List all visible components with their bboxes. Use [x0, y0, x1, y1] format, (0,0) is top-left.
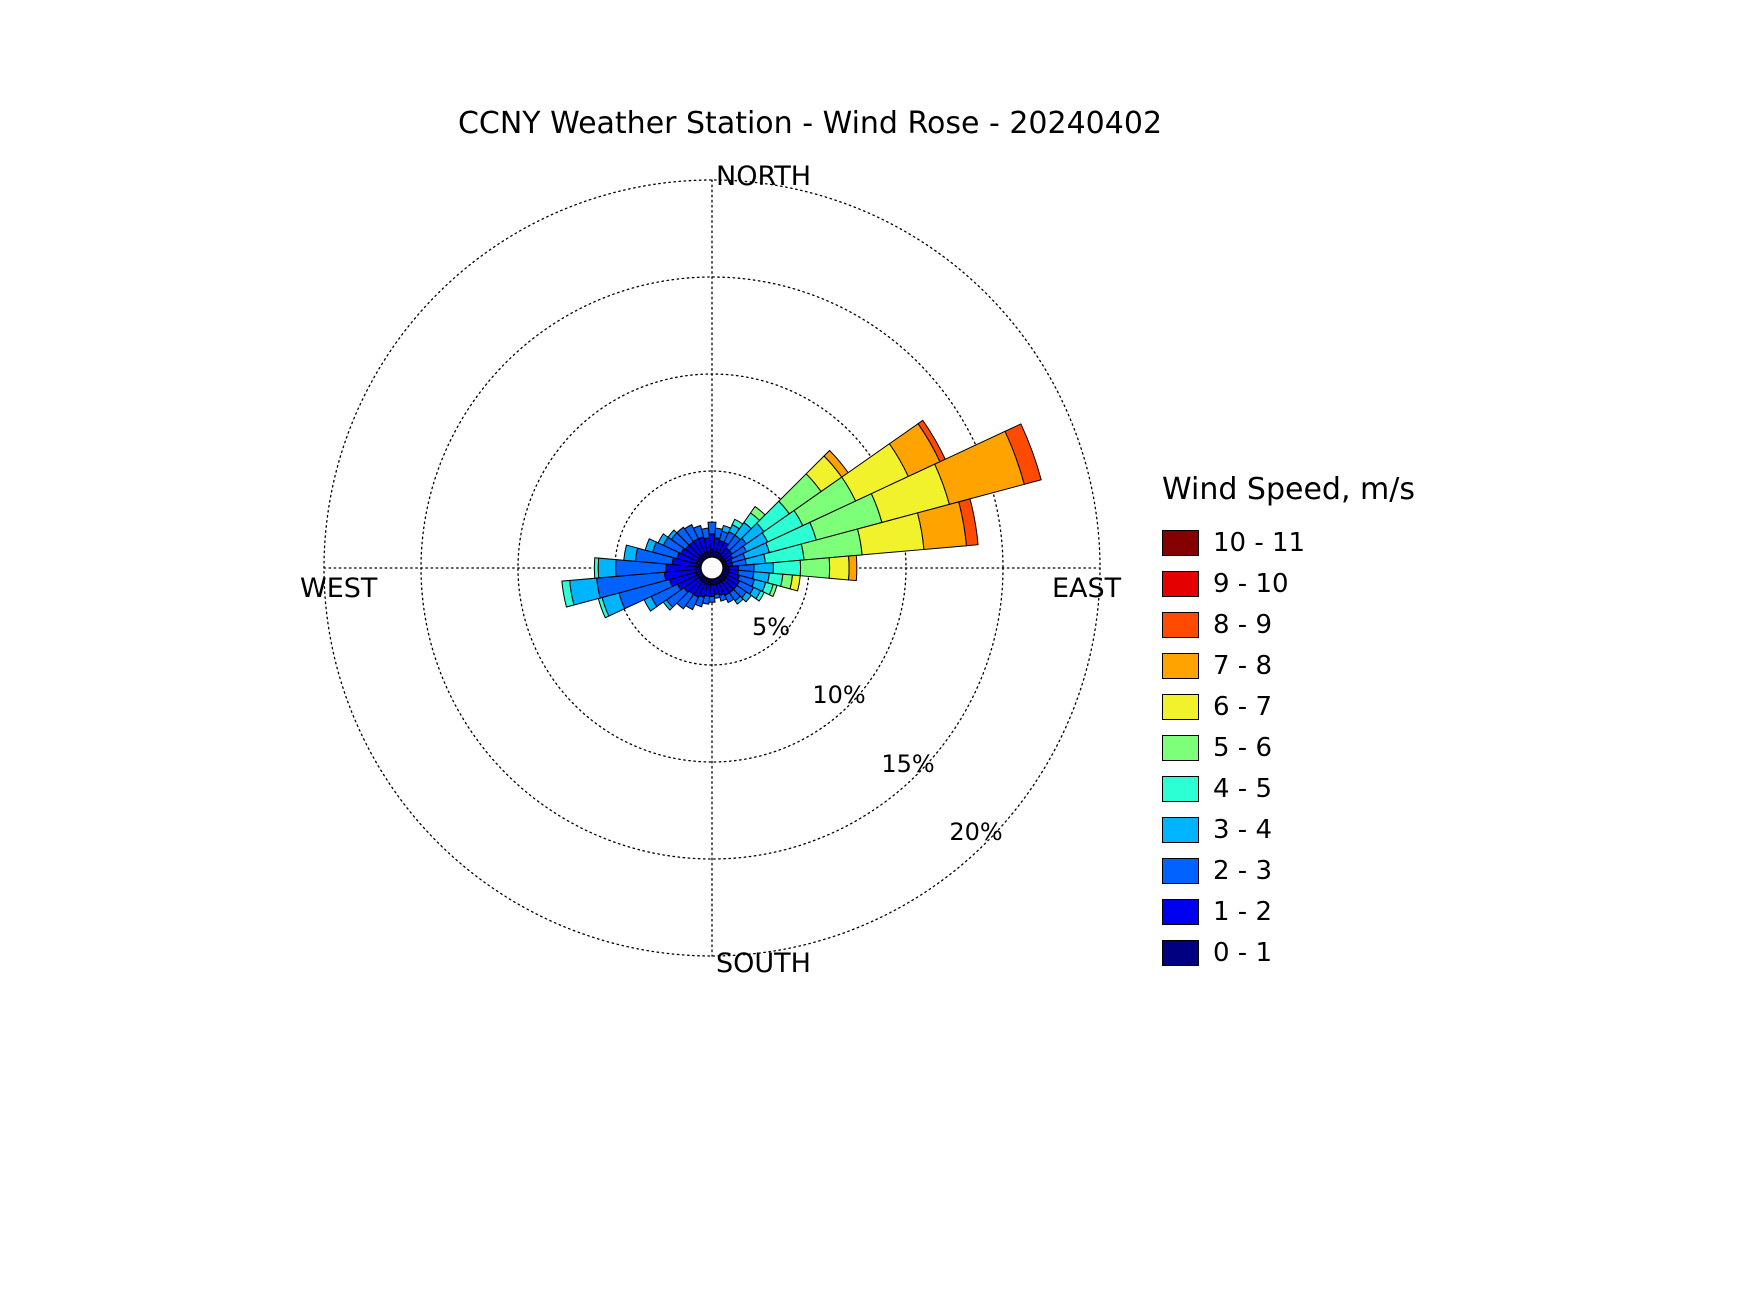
- windrose-petal-segment: [593, 557, 600, 579]
- legend-row: 4 - 5: [1162, 773, 1482, 804]
- legend-row: 0 - 1: [1162, 937, 1482, 968]
- legend-swatch: [1162, 529, 1199, 556]
- legend-row: 2 - 3: [1162, 855, 1482, 886]
- cardinal-label-north: NORTH: [716, 161, 811, 192]
- legend-row: 9 - 10: [1162, 568, 1482, 599]
- legend-swatch: [1162, 693, 1199, 720]
- legend-rows: 10 - 11 9 - 10 8 - 9 7 - 8 6 - 7 5 - 6 4 - 5 3 …: [1162, 527, 1482, 968]
- windrose-petal-segment: [741, 591, 752, 603]
- legend-title: Wind Speed, m/s: [1162, 472, 1416, 507]
- windrose-petal-segment: [755, 590, 765, 602]
- windrose-petal-segment: [958, 498, 979, 547]
- windrose-petal-segment: [692, 524, 705, 540]
- legend-label: 0 - 1: [1213, 937, 1272, 968]
- legend-label: 1 - 2: [1213, 896, 1272, 927]
- windrose-petal-segment: [644, 538, 657, 553]
- windrose-petal-segment: [848, 554, 858, 582]
- legend-row: 6 - 7: [1162, 691, 1482, 722]
- windrose-petal-segment: [701, 527, 710, 540]
- windrose-petal-segment: [707, 521, 717, 535]
- legend-label: 2 - 3: [1213, 855, 1272, 886]
- legend-row: 3 - 4: [1162, 814, 1482, 845]
- ring-label-15pct: 15%: [881, 750, 934, 778]
- legend-label: 3 - 4: [1213, 814, 1272, 845]
- windrose-petals: [561, 419, 1042, 619]
- legend-row: 5 - 6: [1162, 732, 1482, 763]
- legend-swatch: [1162, 570, 1199, 597]
- windrose-petal-segment: [734, 595, 744, 605]
- chart-title: CCNY Weather Station - Wind Rose - 20240…: [457, 106, 1163, 141]
- legend-label: 9 - 10: [1213, 568, 1289, 599]
- legend-row: 1 - 2: [1162, 896, 1482, 927]
- ring-label-20pct: 20%: [949, 818, 1002, 846]
- legend-swatch: [1162, 816, 1199, 843]
- windrose-petal-segment: [561, 579, 575, 608]
- windrose-petal-segment: [667, 529, 678, 541]
- legend-swatch: [1162, 857, 1199, 884]
- windrose-petal-segment: [683, 523, 699, 543]
- windrose-petal-segment: [569, 577, 601, 606]
- cardinal-label-west: WEST: [300, 573, 378, 604]
- wind-speed-legend: Wind Speed, m/s 10 - 11 9 - 10 8 - 9 7 - 8 6…: [1162, 472, 1482, 980]
- legend-label: 8 - 9: [1213, 609, 1272, 640]
- ring-label-10pct: 10%: [812, 681, 865, 709]
- windrose-petal-segment: [799, 557, 831, 579]
- legend-swatch: [1162, 775, 1199, 802]
- legend-swatch: [1162, 898, 1199, 925]
- windrose-petal-segment: [676, 526, 695, 546]
- legend-label: 10 - 11: [1213, 527, 1306, 558]
- cardinal-label-east: EAST: [1052, 573, 1122, 604]
- windrose-petal-segment: [623, 544, 639, 562]
- windrose-petal-segment: [713, 593, 721, 599]
- legend-swatch: [1162, 939, 1199, 966]
- legend-label: 6 - 7: [1213, 691, 1272, 722]
- legend-label: 4 - 5: [1213, 773, 1272, 804]
- legend-swatch: [1162, 652, 1199, 679]
- windrose-petal-segment: [789, 574, 801, 592]
- windrose-petal-segment: [768, 583, 778, 598]
- windrose-petal-segment: [724, 592, 735, 604]
- legend-swatch: [1162, 734, 1199, 761]
- legend-row: 10 - 11: [1162, 527, 1482, 558]
- windrose-petal-segment: [597, 557, 617, 579]
- ring-label-5pct: 5%: [752, 613, 790, 641]
- legend-label: 7 - 8: [1213, 650, 1272, 681]
- cardinal-label-south: SOUTH: [716, 948, 811, 979]
- legend-label: 5 - 6: [1213, 732, 1272, 763]
- windrose-petal-segment: [718, 593, 728, 602]
- calm-center-hole: [700, 556, 724, 580]
- legend-row: 8 - 9: [1162, 609, 1482, 640]
- legend-swatch: [1162, 611, 1199, 638]
- legend-row: 7 - 8: [1162, 650, 1482, 681]
- windrose-petal-segment: [657, 533, 669, 546]
- windrose-petal-segment: [1004, 423, 1042, 485]
- windrose-petal-segment: [828, 555, 850, 581]
